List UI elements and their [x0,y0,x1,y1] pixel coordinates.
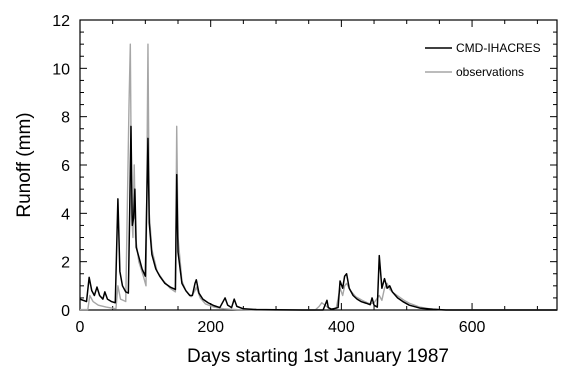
y-tick-label: 12 [52,13,70,30]
x-tick-label: 400 [328,319,355,336]
x-tick-label: 0 [76,319,85,336]
x-tick-label: 200 [197,319,224,336]
series-line-cmd-ihacres [79,125,557,311]
plot-frame [79,19,558,311]
tick-labels: 0 2 4 6 8 10 12 0 200 400 600 [52,13,485,336]
y-tick-label: 4 [61,206,70,223]
y-tick-label: 8 [61,110,70,127]
series-line-observations [80,43,557,311]
y-tick-label: 6 [61,158,70,175]
legend-label-observations: observations [456,65,524,79]
y-tick-label: 0 [61,303,70,320]
y-tick-label: 2 [61,255,70,272]
y-axis-title: Runoff (mm) [14,112,35,217]
legend: CMD-IHACRES observations [425,41,541,79]
x-axis-title: Days starting 1st January 1987 [187,346,449,367]
axis-ticks [79,19,557,311]
series-layer [79,43,557,311]
x-tick-label: 600 [459,319,486,336]
legend-label-cmd-ihacres: CMD-IHACRES [456,41,541,55]
y-tick-label: 10 [52,61,70,78]
